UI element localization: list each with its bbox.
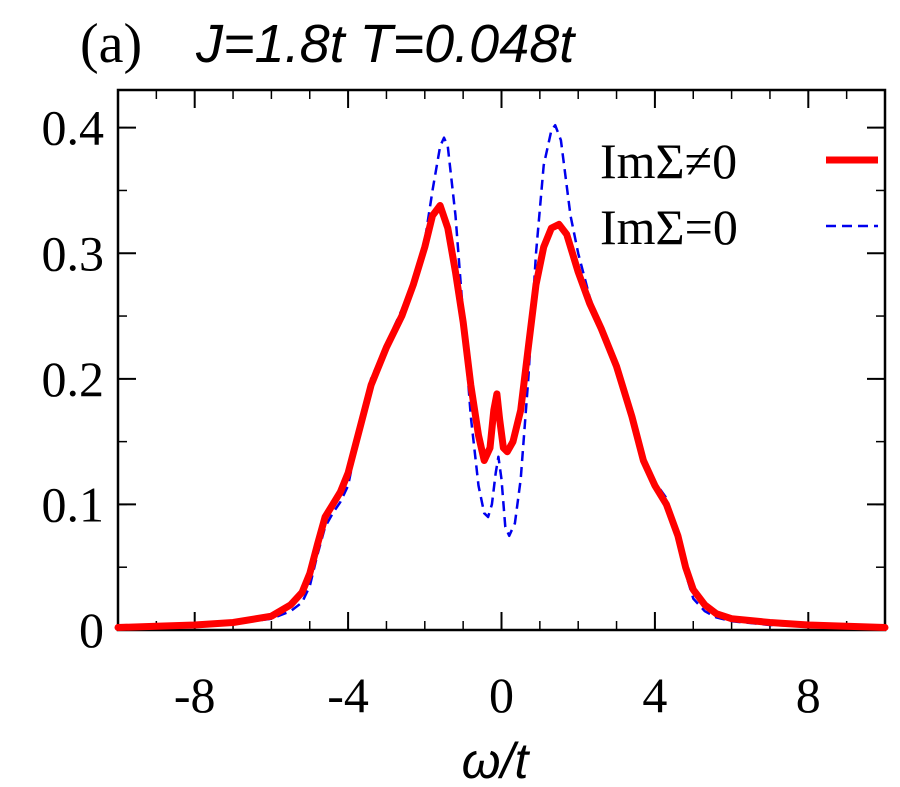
x-tick-label: 4 — [642, 667, 667, 723]
y-tick-label: 0.2 — [42, 351, 105, 407]
x-tick-label: -4 — [327, 667, 369, 723]
y-tick-label: 0 — [79, 602, 104, 658]
series-line-2 — [117, 123, 886, 630]
axis-ticks — [118, 90, 885, 631]
y-tick-label: 0.3 — [42, 225, 105, 281]
legend-label-series-2: ImΣ=0 — [600, 199, 738, 255]
plot-border — [116, 88, 887, 632]
plot-area — [116, 88, 887, 632]
chart-title-params: J=1.8t T=0.048t — [195, 14, 576, 74]
chart-title-prefix: (a) — [80, 13, 142, 75]
series-line-1 — [114, 202, 889, 631]
x-tick-label: 0 — [489, 667, 514, 723]
x-tick-label: 8 — [796, 667, 821, 723]
axis-tick-labels: -8 -4 0 4 8 0 0.1 0.2 0.3 0.4 — [42, 100, 821, 723]
y-tick-label: 0.4 — [42, 100, 105, 156]
y-tick-label: 0.1 — [42, 476, 105, 532]
legend-label-series-1: ImΣ≠0 — [600, 133, 737, 189]
legend: ImΣ≠0 ImΣ=0 — [600, 133, 878, 255]
x-tick-label: -8 — [174, 667, 216, 723]
series-layer — [114, 123, 889, 631]
x-axis-label: ω/t — [462, 733, 531, 787]
